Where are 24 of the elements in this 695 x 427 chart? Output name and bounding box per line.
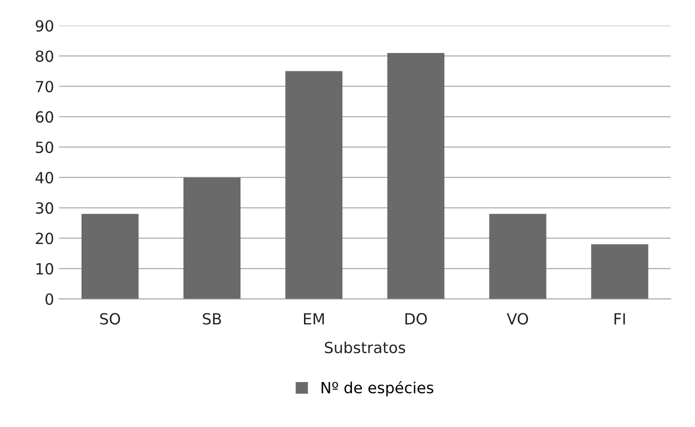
bar	[591, 244, 648, 299]
y-tick-label: 80	[36, 50, 54, 62]
x-tick-label: SB	[202, 313, 221, 325]
y-tick-label: 70	[36, 80, 54, 92]
x-tick-label: VO	[506, 313, 528, 325]
bar	[489, 214, 546, 299]
y-tick-label: 40	[36, 172, 54, 184]
bar	[183, 177, 241, 299]
bar	[387, 52, 444, 299]
y-tick-label: 50	[36, 142, 54, 154]
y-tick-label: 0	[46, 293, 54, 305]
x-tick-label: SO	[100, 313, 120, 325]
y-tick-label: 30	[36, 202, 54, 214]
bar	[82, 214, 139, 299]
y-tick-label: 10	[36, 263, 54, 275]
y-tick-label: 60	[36, 111, 54, 123]
legend-label: Nº de espécies	[322, 380, 434, 396]
y-tick-label: 90	[36, 20, 54, 32]
x-tick-label: EM	[304, 313, 324, 324]
y-tick-label: 20	[36, 232, 54, 244]
x-tick-label: FI	[614, 313, 625, 324]
bar	[285, 71, 342, 299]
x-tick-label: DO	[405, 313, 427, 325]
x-axis-title: Substratos	[324, 341, 406, 354]
